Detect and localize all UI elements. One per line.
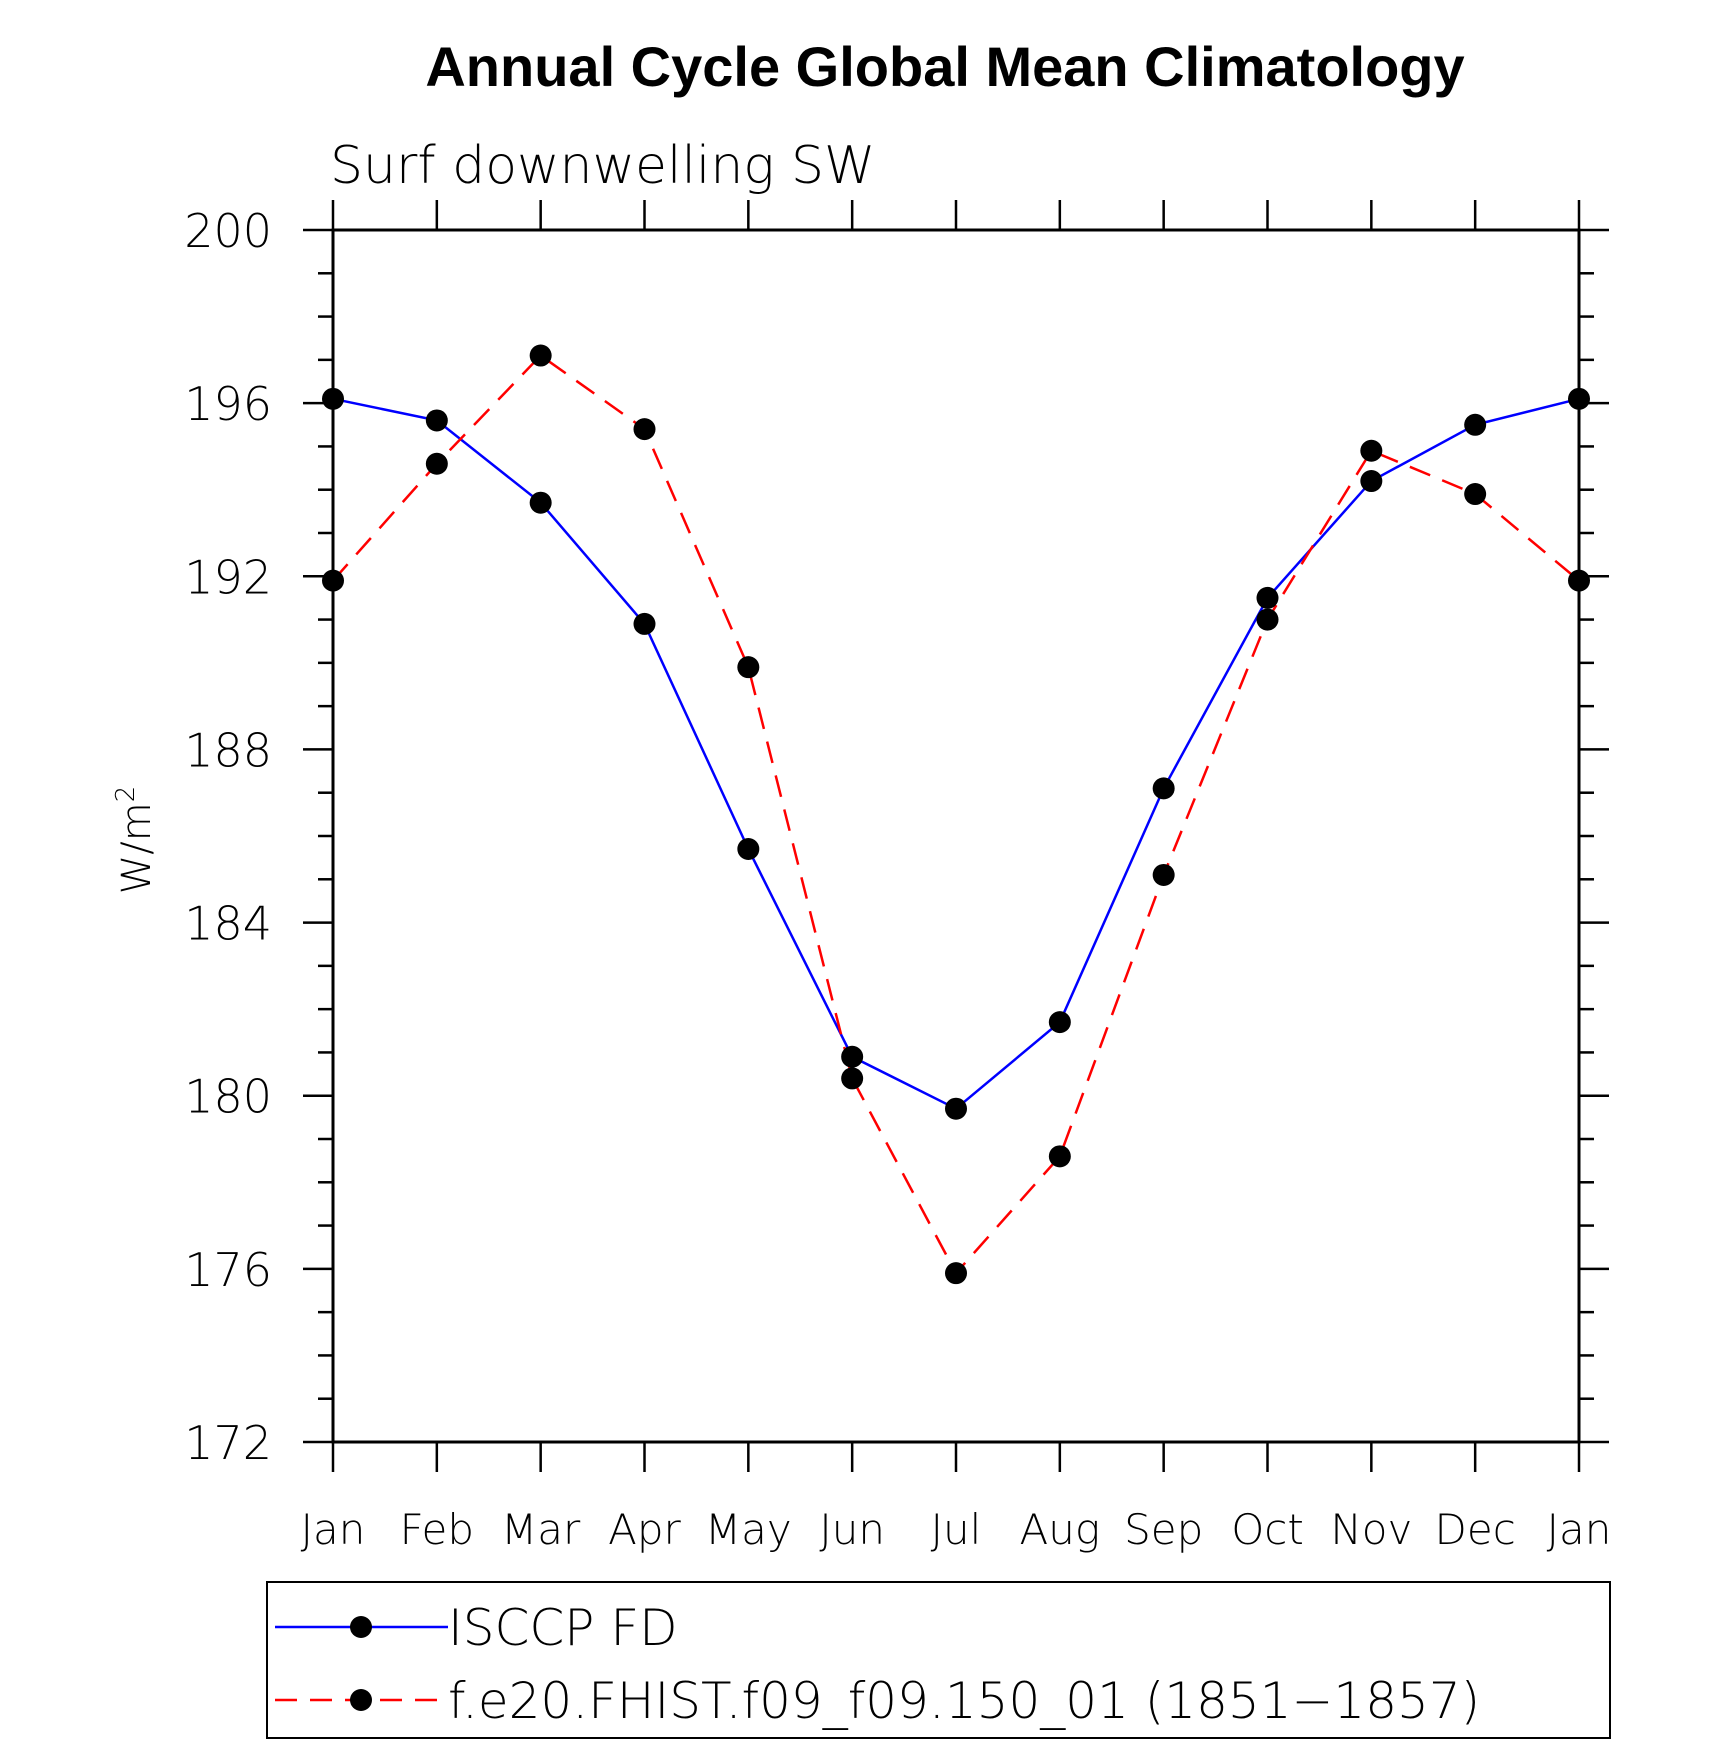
x-tick-label: Jan xyxy=(301,1505,366,1554)
data-point-series-1 xyxy=(1152,863,1175,886)
x-tick-label: Aug xyxy=(1020,1505,1101,1554)
x-tick-labels: Jan Feb Mar Apr May Jun Jul Aug Sep Oct Nov Dec Jan xyxy=(301,1505,1612,1554)
x-tick-label: Sep xyxy=(1124,1505,1203,1554)
data-point-series-0 xyxy=(1464,413,1487,436)
series-line-1 xyxy=(332,353,1580,1276)
axis-ticks xyxy=(303,200,1609,1472)
data-point-series-1 xyxy=(1464,483,1487,506)
data-point-series-0 xyxy=(1048,1011,1071,1034)
y-tick-labels: 172 176 180 184 188 192 196 200 xyxy=(184,204,272,1470)
x-tick-label: Dec xyxy=(1435,1505,1516,1554)
data-point-series-0 xyxy=(737,837,760,860)
x-tick-label: Oct xyxy=(1231,1505,1304,1554)
data-point-series-0 xyxy=(1152,777,1175,800)
y-axis-label: W/m2 xyxy=(111,786,160,895)
y-tick-label: 196 xyxy=(184,377,272,431)
y-tick-label: 180 xyxy=(184,1070,272,1124)
data-point-series-1 xyxy=(633,418,656,441)
data-point-series-1 xyxy=(841,1067,864,1090)
y-axis-label-base: W/m xyxy=(114,802,160,894)
legend-marker-isccp-fd xyxy=(350,1616,372,1638)
chart-title: Annual Cycle Global Mean Climatology xyxy=(425,35,1464,98)
data-point-series-0 xyxy=(633,612,656,635)
series-line-0 xyxy=(332,397,1580,1111)
data-point-series-1 xyxy=(1256,608,1279,631)
data-point-series-1 xyxy=(425,452,448,475)
data-point-series-1 xyxy=(945,1262,967,1285)
chart-subtitle: Surf downwelling SW xyxy=(330,136,875,196)
legend-box xyxy=(266,1581,1611,1739)
data-point-series-1 xyxy=(1048,1145,1071,1168)
y-tick-label: 172 xyxy=(184,1416,272,1470)
legend-marker-model xyxy=(350,1689,372,1711)
y-tick-label: 176 xyxy=(184,1243,272,1297)
x-tick-label: Feb xyxy=(400,1505,474,1554)
data-point-series-1 xyxy=(529,344,552,367)
data-point-series-0 xyxy=(945,1097,967,1120)
x-tick-label: Nov xyxy=(1330,1505,1412,1554)
y-tick-label: 188 xyxy=(184,723,272,777)
data-point-series-0 xyxy=(1360,470,1383,493)
data-point-series-0 xyxy=(529,491,552,514)
data-point-series-0 xyxy=(425,409,448,432)
series-layer xyxy=(322,344,1590,1285)
legend-label-model: f.e20.FHIST.f09_f09.150_01 (1851−1857) xyxy=(448,1672,1480,1730)
data-point-series-0 xyxy=(1256,586,1279,609)
x-tick-label: Jul xyxy=(931,1505,982,1554)
plot-frame xyxy=(331,228,1581,1444)
x-tick-label: Jan xyxy=(1547,1505,1612,1554)
y-axis-label-superscript: 2 xyxy=(111,786,141,803)
legend-label-isccp-fd: ISCCP FD xyxy=(448,1599,678,1657)
y-tick-label: 184 xyxy=(184,897,272,951)
data-point-series-1 xyxy=(1360,439,1383,462)
data-point-series-0 xyxy=(841,1045,864,1068)
x-tick-label: May xyxy=(705,1505,792,1554)
x-tick-label: Mar xyxy=(501,1505,581,1554)
y-tick-label: 192 xyxy=(184,550,272,604)
y-tick-label: 200 xyxy=(184,204,272,258)
x-tick-label: Apr xyxy=(608,1505,681,1554)
legend: ISCCP FD f.e20.FHIST.f09_f09.150_01 (185… xyxy=(266,1581,1611,1739)
x-tick-label: Jun xyxy=(819,1505,885,1554)
data-point-series-1 xyxy=(737,656,760,679)
